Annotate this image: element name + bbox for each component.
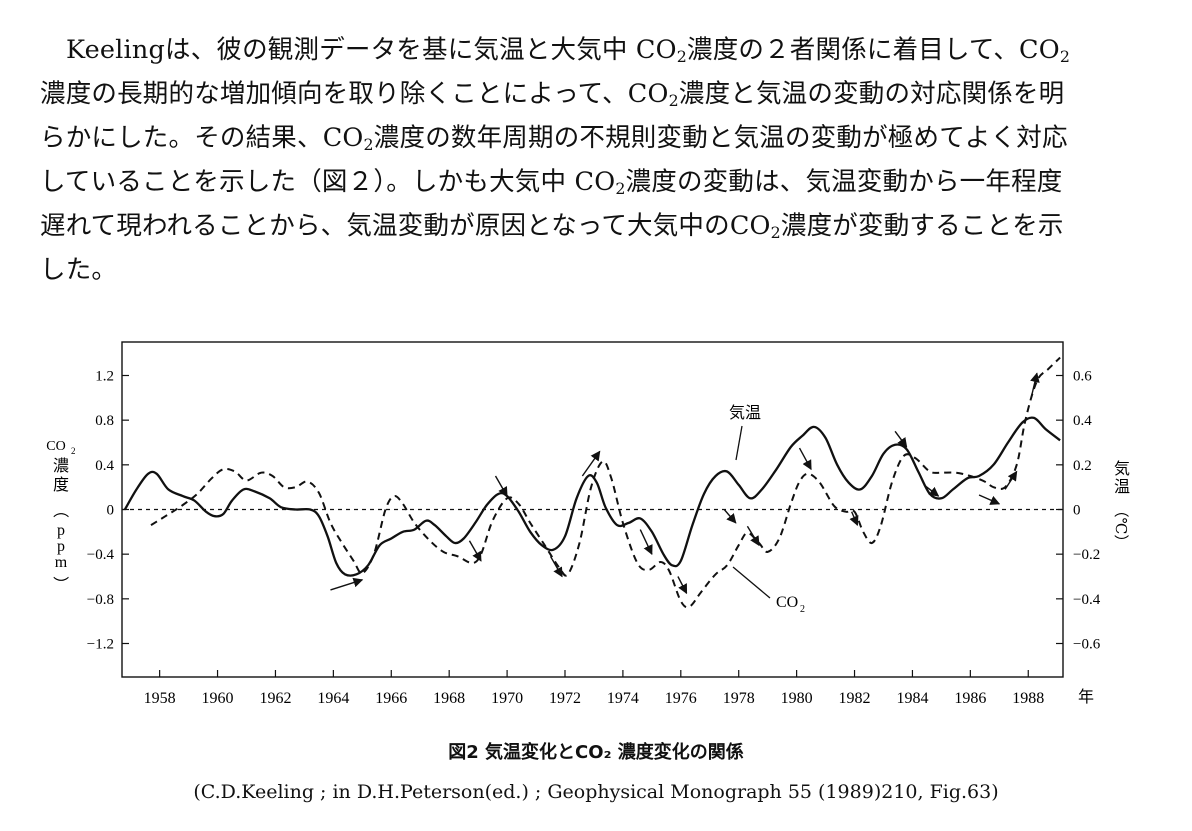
lag-arrow (746, 525, 760, 547)
y-left-label-unit-char: p (57, 522, 65, 539)
x-unit-label: 年 (1078, 688, 1094, 706)
y-right-tick-label: −0.4 (1073, 592, 1101, 608)
x-tick-label: 1984 (896, 690, 928, 707)
paragraph-line: らかにした。その結果、CO2濃度の数年周期の不規則変動と気温の変動が極めてよく対… (40, 123, 1068, 154)
x-tick-label: 1958 (144, 690, 176, 707)
y-left-label-char: 濃 (53, 457, 69, 475)
y-left-label-paren-open: （ (51, 502, 69, 518)
lag-arrow (494, 475, 508, 497)
lag-arrow (849, 511, 859, 527)
x-tick-label: 1970 (491, 690, 523, 707)
paragraph-line: した。 (40, 255, 118, 285)
y-left-label-sub: 2 (71, 446, 76, 456)
x-tick-label: 1962 (259, 690, 291, 707)
y-left-label-unit-char: p (57, 538, 65, 555)
lag-arrow (798, 447, 812, 471)
chart-axes: 1958 1960 1962 1964 1966 1968 1970 1972 1974 1976… (87, 341, 1101, 707)
chart-series (123, 356, 1061, 609)
x-tick-label: 1968 (433, 690, 465, 707)
co2-series-line (150, 356, 1061, 609)
temperature-series-line (123, 416, 1061, 577)
y-left-label-paren-close: ） (51, 576, 69, 592)
temperature-annotation: 気温 (729, 404, 761, 422)
y-left-label-co: CO (46, 439, 65, 454)
y-left-tick-label: −0.4 (87, 547, 115, 563)
paragraph-line: 遅れて現われることから、気温変動が原因となって大気中のCO2濃度が変動することを… (40, 211, 1064, 242)
y-left-label-char: 度 (53, 476, 69, 494)
y-left-label-unit-char: m (55, 554, 68, 571)
x-tick-label: 1964 (317, 690, 349, 707)
lag-arrows (330, 372, 1040, 595)
x-tick-label: 1976 (665, 690, 697, 707)
x-tick-label: 1988 (1012, 690, 1044, 707)
y-right-tick-label: 0 (1073, 503, 1081, 519)
lag-arrow (468, 540, 482, 562)
x-tick-label: 1980 (781, 690, 813, 707)
lag-arrow (978, 494, 1001, 505)
y-left-axis-label: CO 2濃度 （ ppm ） (46, 439, 75, 592)
lag-arrow (330, 577, 364, 591)
x-tick-label: 1974 (607, 690, 639, 707)
y-right-label-char: 気 (1114, 460, 1130, 478)
co2-annotation-leader (732, 566, 771, 599)
x-tick-label: 1986 (954, 690, 986, 707)
y-right-label-char: 温 (1114, 478, 1130, 496)
lag-arrow (923, 484, 940, 497)
y-right-tick-label: −0.2 (1073, 547, 1100, 563)
y-left-tick-label: −1.2 (87, 637, 114, 653)
lag-arrow (1004, 470, 1018, 490)
lag-arrow (723, 509, 737, 524)
y-left-tick-label: 1.2 (95, 369, 114, 385)
figure-source: (C.D.Keeling ; in D.H.Peterson(ed.) ; Ge… (193, 781, 999, 803)
x-tick-label: 1972 (549, 690, 581, 707)
y-right-tick-label: 0.4 (1073, 413, 1092, 429)
x-tick-label: 1966 (375, 690, 407, 707)
co2-annotation-sub: 2 (800, 604, 805, 615)
lag-arrow (639, 529, 653, 556)
y-right-tick-label: 0.2 (1073, 458, 1092, 474)
temperature-co2-chart: 1958 1960 1962 1964 1966 1968 1970 1972 1974 1976… (46, 341, 1130, 707)
y-right-tick-label: −0.6 (1073, 637, 1101, 653)
plot-frame (121, 341, 1064, 678)
y-left-tick-label: 0 (107, 503, 115, 519)
lag-arrow (894, 430, 908, 448)
x-tick-label: 1960 (202, 690, 234, 707)
lag-arrow (677, 576, 688, 595)
y-right-tick-label: 0.6 (1073, 369, 1092, 385)
paragraph-line: していることを示した（図２）。しかも大気中 CO2濃度の変動は、気温変動から一年… (40, 167, 1063, 198)
y-left-tick-label: −0.8 (87, 592, 114, 608)
y-right-axis-label: 気温 （℃） (1112, 460, 1130, 549)
lag-arrow (1030, 372, 1040, 398)
lag-arrow (549, 556, 563, 578)
paragraph-line: 濃度の長期的な増加傾向を取り除くことによって、CO2濃度と気温の変動の対応関係を… (40, 79, 1065, 110)
body-paragraph: Keelingは、彼の観測データを基に気温と大気中 CO2濃度の２者関係に着目し… (40, 28, 1155, 292)
figure-title: 図2 気温変化とCO₂ 濃度変化の関係 (448, 742, 744, 763)
co2-annotation: CO (776, 594, 798, 611)
temperature-annotation-leader (735, 425, 743, 461)
x-tick-label: 1978 (723, 690, 755, 707)
lag-arrow (581, 450, 601, 477)
y-left-tick-label: 0.4 (95, 458, 114, 474)
y-right-label-unit: （℃） (1112, 503, 1129, 550)
y-left-tick-label: 0.8 (95, 413, 114, 429)
paragraph-line: Keelingは、彼の観測データを基に気温と大気中 CO2濃度の２者関係に着目し… (66, 35, 1071, 66)
x-tick-label: 1982 (839, 690, 871, 707)
